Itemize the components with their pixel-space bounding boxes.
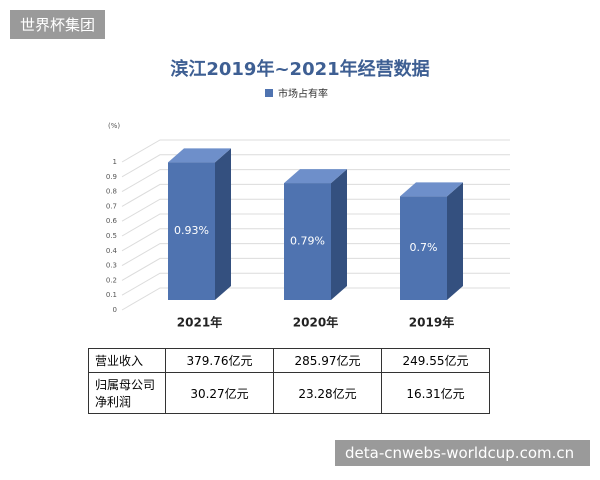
grid-line xyxy=(121,154,510,178)
y-tick-label: 0.3 xyxy=(106,262,117,270)
grid-line xyxy=(121,243,510,267)
cell: 379.76亿元 xyxy=(165,348,274,373)
x-tick-label: 2021年 xyxy=(177,315,222,330)
y-tick-label: 0.7 xyxy=(106,202,117,210)
grid-line xyxy=(121,257,510,281)
watermark: 世界杯集团 xyxy=(10,10,106,39)
bar xyxy=(284,183,331,300)
grid-line xyxy=(121,213,510,237)
bar-top xyxy=(400,182,463,197)
row-header: 归属母公司净利润 xyxy=(88,372,166,414)
bar-side xyxy=(447,182,463,300)
grid-line xyxy=(121,169,510,193)
grid-line xyxy=(121,183,510,207)
y-tick-label: 0.8 xyxy=(106,188,117,196)
grid-line xyxy=(121,287,510,311)
y-tick-label: 0.2 xyxy=(106,276,117,284)
value-label: 0.79% xyxy=(290,235,325,248)
bar xyxy=(400,196,447,300)
cell: 16.31亿元 xyxy=(381,372,490,414)
bar xyxy=(168,162,215,300)
y-tick-label: 0.5 xyxy=(106,232,117,240)
y-tick-label: 0.9 xyxy=(106,173,117,181)
y-tick-label: 0 xyxy=(113,306,117,314)
bar-top xyxy=(284,169,347,184)
cell: 249.55亿元 xyxy=(381,348,490,373)
legend-label: 市场占有率 xyxy=(278,87,328,100)
y-tick-label: 0.1 xyxy=(106,291,117,299)
data-table: 营业收入 379.76亿元 285.97亿元 249.55亿元 归属母公司净利润 30.… xyxy=(88,348,490,414)
y-tick-label: 1 xyxy=(113,158,117,166)
x-tick-label: 2020年 xyxy=(293,315,338,330)
footer-watermark: deta-cnwebs-worldcup.com.cn xyxy=(335,440,590,466)
value-label: 0.7% xyxy=(410,241,438,254)
y-tick-label: 0.4 xyxy=(106,247,118,255)
x-tick-label: 2019年 xyxy=(409,315,454,330)
y-tick-label: 0.6 xyxy=(106,217,118,225)
cell: 23.28亿元 xyxy=(273,372,382,414)
cell: 285.97亿元 xyxy=(273,348,382,373)
grid-line xyxy=(121,198,510,222)
grid-line xyxy=(121,228,510,252)
bar-top xyxy=(168,148,231,163)
chart-title: 滨江2019年~2021年经营数据 xyxy=(170,58,429,80)
bar-side xyxy=(331,169,347,300)
row-header: 营业收入 xyxy=(88,348,166,373)
cell: 30.27亿元 xyxy=(165,372,274,414)
bar-side xyxy=(215,148,231,300)
value-label: 0.93% xyxy=(174,224,209,237)
y-axis-label: (%) xyxy=(108,122,120,130)
legend-swatch xyxy=(265,89,273,97)
grid-line xyxy=(121,272,510,296)
grid-line xyxy=(121,139,510,163)
